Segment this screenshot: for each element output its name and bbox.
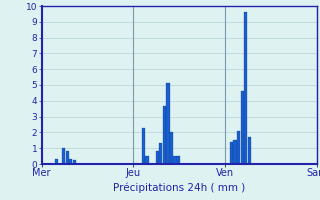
Bar xyxy=(73,160,76,164)
Bar xyxy=(244,12,247,164)
Bar xyxy=(170,132,173,164)
Bar xyxy=(69,159,72,164)
Bar xyxy=(62,148,65,164)
Bar xyxy=(159,143,163,164)
Bar xyxy=(248,137,251,164)
Bar xyxy=(55,159,58,164)
Bar xyxy=(145,156,149,164)
Bar xyxy=(241,91,244,164)
Bar xyxy=(230,142,233,164)
Bar xyxy=(233,140,237,164)
Bar xyxy=(177,156,180,164)
Bar xyxy=(142,128,145,164)
Bar xyxy=(156,151,159,164)
Bar xyxy=(163,106,166,164)
Bar xyxy=(237,131,240,164)
Bar xyxy=(166,83,170,164)
Bar xyxy=(173,156,177,164)
X-axis label: Précipitations 24h ( mm ): Précipitations 24h ( mm ) xyxy=(113,182,245,193)
Bar xyxy=(66,151,69,164)
